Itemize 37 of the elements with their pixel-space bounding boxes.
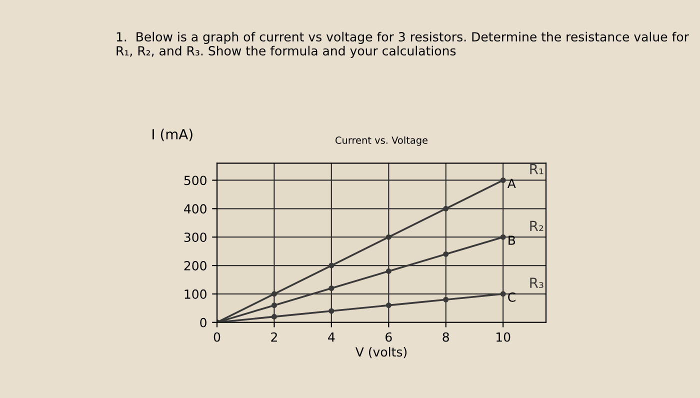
chart-title: Current vs. Voltage (336, 136, 428, 146)
y-tick-label: 200 (184, 260, 206, 270)
x-tick-label: 4 (328, 332, 335, 342)
text: 1. Below is a graph of current vs voltage for 3 resistors. Determine the resistance value for R₁, R₂, and R₃. Show the formula and your calculations (116, 32, 689, 58)
point (386, 234, 392, 240)
y-tick-label: 100 (184, 289, 206, 299)
point (271, 302, 277, 308)
point (500, 234, 506, 240)
series-label: R₁ (530, 164, 544, 174)
annotation: A (507, 178, 516, 188)
point (328, 285, 334, 292)
series-label: R₂ (530, 220, 544, 232)
point (328, 262, 334, 268)
point (500, 291, 506, 297)
x-tick-label: 8 (442, 332, 449, 342)
y-tick-label: 500 (184, 176, 206, 186)
point (328, 308, 334, 314)
x-axis-title: V (volts) (355, 346, 407, 358)
y-axis-title: I (mA) (152, 128, 192, 142)
point (271, 291, 277, 297)
x-tick-label: 6 (386, 332, 392, 342)
point (443, 206, 449, 212)
point (386, 302, 392, 308)
point (443, 251, 449, 257)
x-tick-label: 10 (496, 332, 510, 342)
y-tick-label: 300 (184, 232, 206, 242)
annotation: C (508, 292, 516, 302)
series-label: R₃ (530, 278, 544, 288)
y-tick-label: 0 (200, 318, 206, 328)
point (443, 296, 449, 302)
point (500, 177, 506, 184)
y-tick-label: 400 (184, 204, 206, 214)
point (271, 314, 277, 320)
x-tick-label: 2 (271, 332, 277, 342)
point (386, 268, 392, 274)
annotation: B (508, 236, 516, 245)
x-tick-label: 0 (214, 332, 220, 342)
